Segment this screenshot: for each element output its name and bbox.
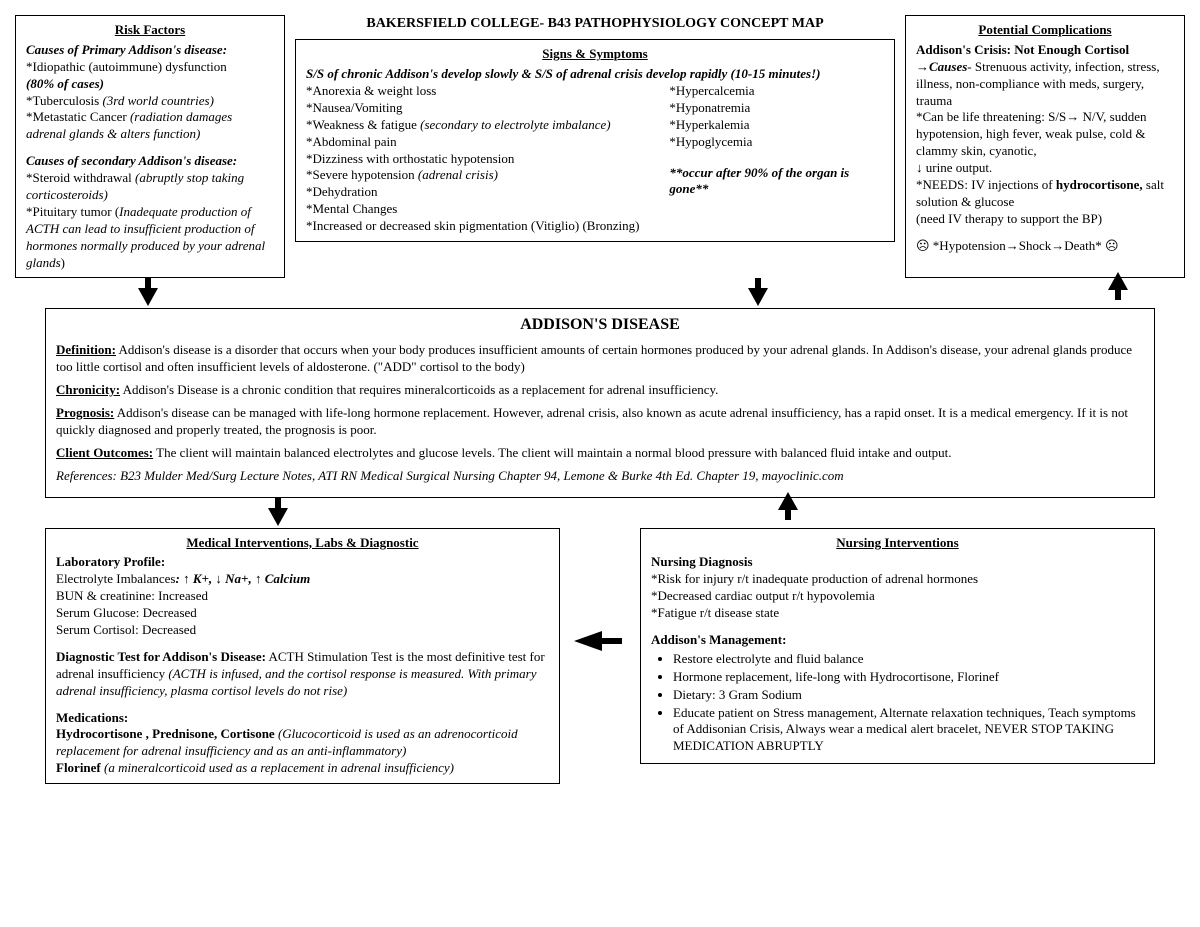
ss-r4: *Hypoglycemia [669, 134, 884, 151]
diag-para: Diagnostic Test for Addison's Disease: A… [56, 649, 549, 700]
medical-title: Medical Interventions, Labs & Diagnostic [56, 535, 549, 552]
page-title: BAKERSFIELD COLLEGE- B43 PATHOPHYSIOLOGY… [295, 15, 895, 33]
risk-title: Risk Factors [26, 22, 274, 39]
ss-l4: *Abdominal pain [306, 134, 649, 151]
medical-box: Medical Interventions, Labs & Diagnostic… [45, 528, 560, 785]
mgmt-item: Dietary: 3 Gram Sodium [673, 687, 1144, 704]
comp-needs-d: (need IV therapy to support the BP) [916, 211, 1174, 228]
bottom-row: Medical Interventions, Labs & Diagnostic… [45, 528, 1155, 785]
nd3: *Fatigue r/t disease state [651, 605, 1144, 622]
mgmt-heading: Addison's Management: [651, 632, 1144, 649]
lab2: BUN & creatinine: Increased [56, 588, 549, 605]
risk-p1: *Idiopathic (autoimmune) dysfunction [26, 59, 274, 76]
meds-1: Hydrocortisone , Prednisone, Cortisone (… [56, 726, 549, 760]
ss-l6: *Severe hypotension (adrenal crisis) [306, 167, 649, 184]
comp-line3: ↓ urine output. [916, 160, 1174, 177]
lab4: Serum Cortisol: Decreased [56, 622, 549, 639]
ss-r2: *Hyponatremia [669, 100, 884, 117]
ss-l1: *Anorexia & weight loss [306, 83, 649, 100]
nursing-diag-heading: Nursing Diagnosis [651, 554, 1144, 571]
ss-l7: *Dehydration [306, 184, 649, 201]
main-box: ADDISON'S DISEASE Definition: Addison's … [45, 308, 1155, 497]
signs-grid: *Anorexia & weight loss *Nausea/Vomiting… [306, 83, 884, 235]
definition-para: Definition: Addison's disease is a disor… [56, 342, 1144, 376]
top-row: Risk Factors Causes of Primary Addison's… [15, 15, 1185, 278]
mgmt-item: Restore electrolyte and fluid balance [673, 651, 1144, 668]
disease-title: ADDISON'S DISEASE [56, 315, 1144, 336]
nd1: *Risk for injury r/t inadequate producti… [651, 571, 1144, 588]
signs-right: *Hypercalcemia *Hyponatremia *Hyperkalem… [669, 83, 884, 235]
risk-p3: *Metastatic Cancer (radiation damages ad… [26, 109, 274, 143]
ss-l3: *Weakness & fatigue (secondary to electr… [306, 117, 649, 134]
prognosis-para: Prognosis: Addison's disease can be mana… [56, 405, 1144, 439]
lab1: Electrolyte Imbalances: ↑ K+, ↓ Na+, ↑ C… [56, 571, 549, 588]
complications-box: Potential Complications Addison's Crisis… [905, 15, 1185, 278]
arrows-mid [15, 498, 1185, 528]
ss-l2: *Nausea/Vomiting [306, 100, 649, 117]
meds-2: Florinef (a mineralcorticoid used as a r… [56, 760, 549, 777]
references: References: B23 Mulder Med/Surg Lecture … [56, 468, 1144, 485]
ss-l9: *Increased or decreased skin pigmentatio… [306, 218, 649, 235]
ss-r3: *Hyperkalemia [669, 117, 884, 134]
signs-box: Signs & Symptoms S/S of chronic Addison'… [295, 39, 895, 242]
nursing-box: Nursing Interventions Nursing Diagnosis … [640, 528, 1155, 765]
risk-factors-box: Risk Factors Causes of Primary Addison's… [15, 15, 285, 278]
comp-subtitle: Addison's Crisis: Not Enough Cortisol [916, 42, 1174, 59]
arrows-top [15, 278, 1185, 308]
signs-intro: S/S of chronic Addison's develop slowly … [306, 66, 884, 83]
risk-s2: *Pituitary tumor (Inadequate production … [26, 204, 274, 272]
lab-heading: Laboratory Profile: [56, 554, 549, 571]
mgmt-item: Educate patient on Stress management, Al… [673, 705, 1144, 756]
ss-l8: *Mental Changes [306, 201, 649, 218]
signs-left: *Anorexia & weight loss *Nausea/Vomiting… [306, 83, 649, 235]
comp-death: ☹ *Hypotension→Shock→Death* ☹ [916, 238, 1174, 255]
ss-note: **occur after 90% of the organ is gone** [669, 165, 884, 199]
signs-title: Signs & Symptoms [306, 46, 884, 63]
chronicity-para: Chronicity: Addison's Disease is a chron… [56, 382, 1144, 399]
comp-title: Potential Complications [916, 22, 1174, 39]
risk-secondary-heading: Causes of secondary Addison's disease: [26, 153, 274, 170]
mgmt-list: Restore electrolyte and fluid balance Ho… [673, 651, 1144, 755]
risk-s1: *Steroid withdrawal (abruptly stop takin… [26, 170, 274, 204]
risk-p2: *Tuberculosis (3rd world countries) [26, 93, 274, 110]
mgmt-item: Hormone replacement, life-long with Hydr… [673, 669, 1144, 686]
outcomes-para: Client Outcomes: The client will maintai… [56, 445, 1144, 462]
nd2: *Decreased cardiac output r/t hypovolemi… [651, 588, 1144, 605]
lab3: Serum Glucose: Decreased [56, 605, 549, 622]
comp-causes: →Causes- Strenuous activity, infection, … [916, 59, 1174, 110]
meds-heading: Medications: [56, 710, 549, 727]
ss-l5: *Dizziness with orthostatic hypotension [306, 151, 649, 168]
ss-r1: *Hypercalcemia [669, 83, 884, 100]
risk-p1b: (80% of cases) [26, 76, 274, 93]
center-top-col: BAKERSFIELD COLLEGE- B43 PATHOPHYSIOLOGY… [295, 15, 895, 278]
nursing-title: Nursing Interventions [651, 535, 1144, 552]
comp-line2: *Can be life threatening: S/S→ N/V, sudd… [916, 109, 1174, 160]
comp-needs: *NEEDS: IV injections of hydrocortisone,… [916, 177, 1174, 211]
risk-primary-heading: Causes of Primary Addison's disease: [26, 42, 274, 59]
